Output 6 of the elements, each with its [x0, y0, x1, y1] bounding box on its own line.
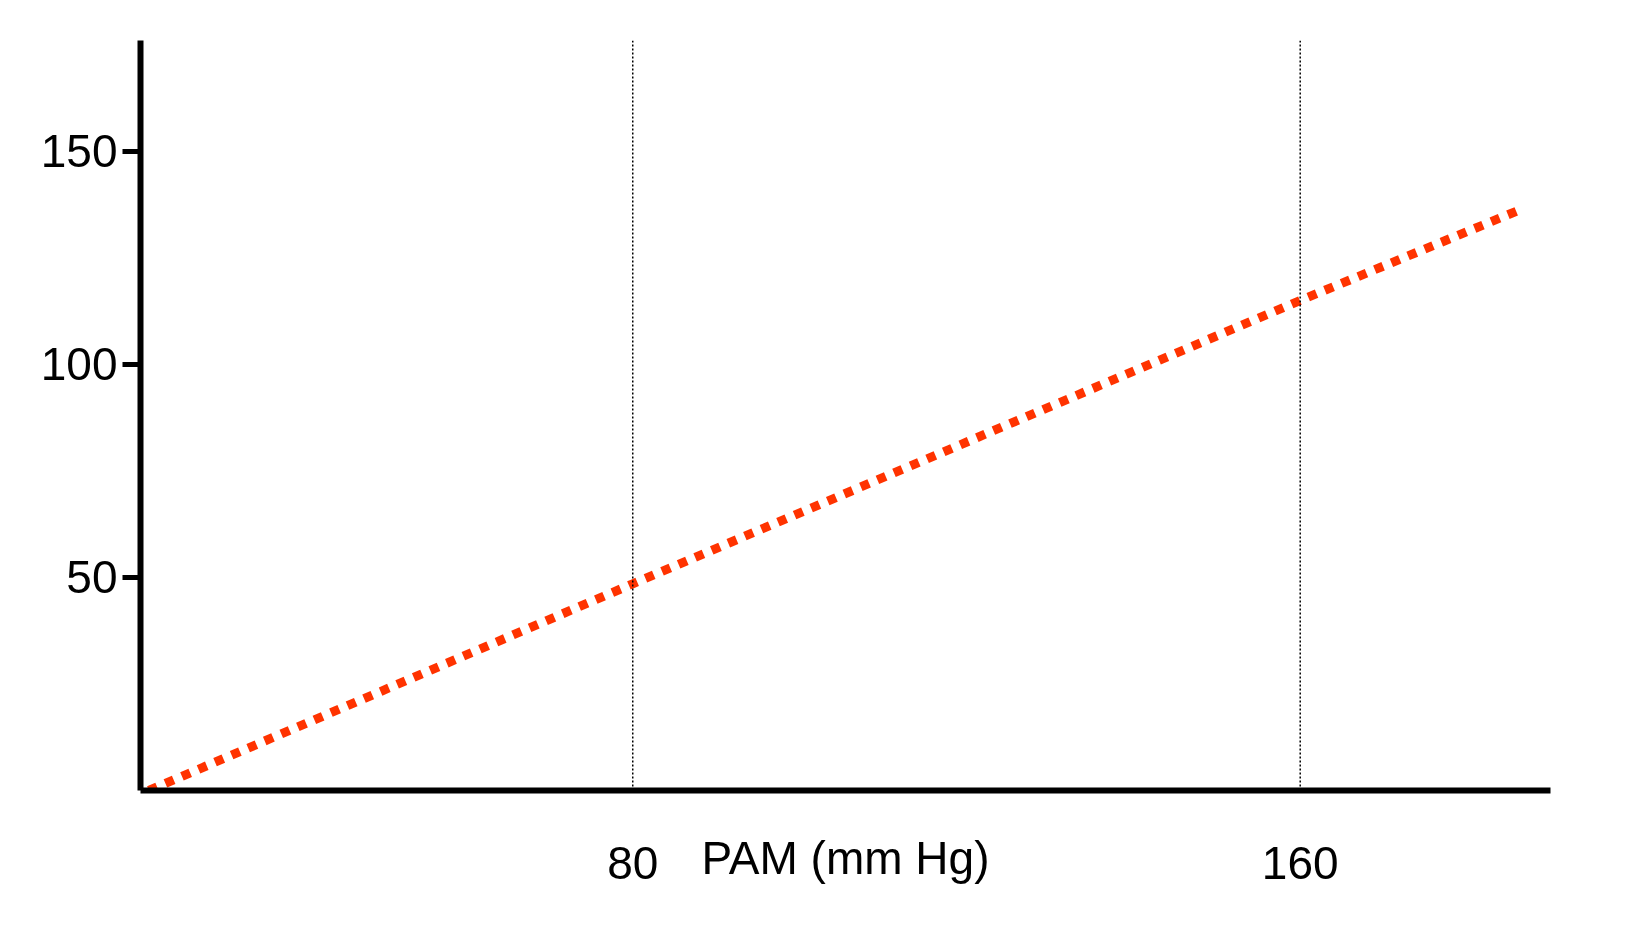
x-axis-title: PAM (mm Hg)	[701, 831, 990, 884]
x-tick-label: 160	[1261, 836, 1339, 889]
y-tick-label: 150	[40, 125, 118, 178]
y-tick-label: 50	[66, 551, 118, 604]
y-tick-label: 100	[40, 338, 118, 391]
x-tick-label: 80	[607, 836, 659, 889]
